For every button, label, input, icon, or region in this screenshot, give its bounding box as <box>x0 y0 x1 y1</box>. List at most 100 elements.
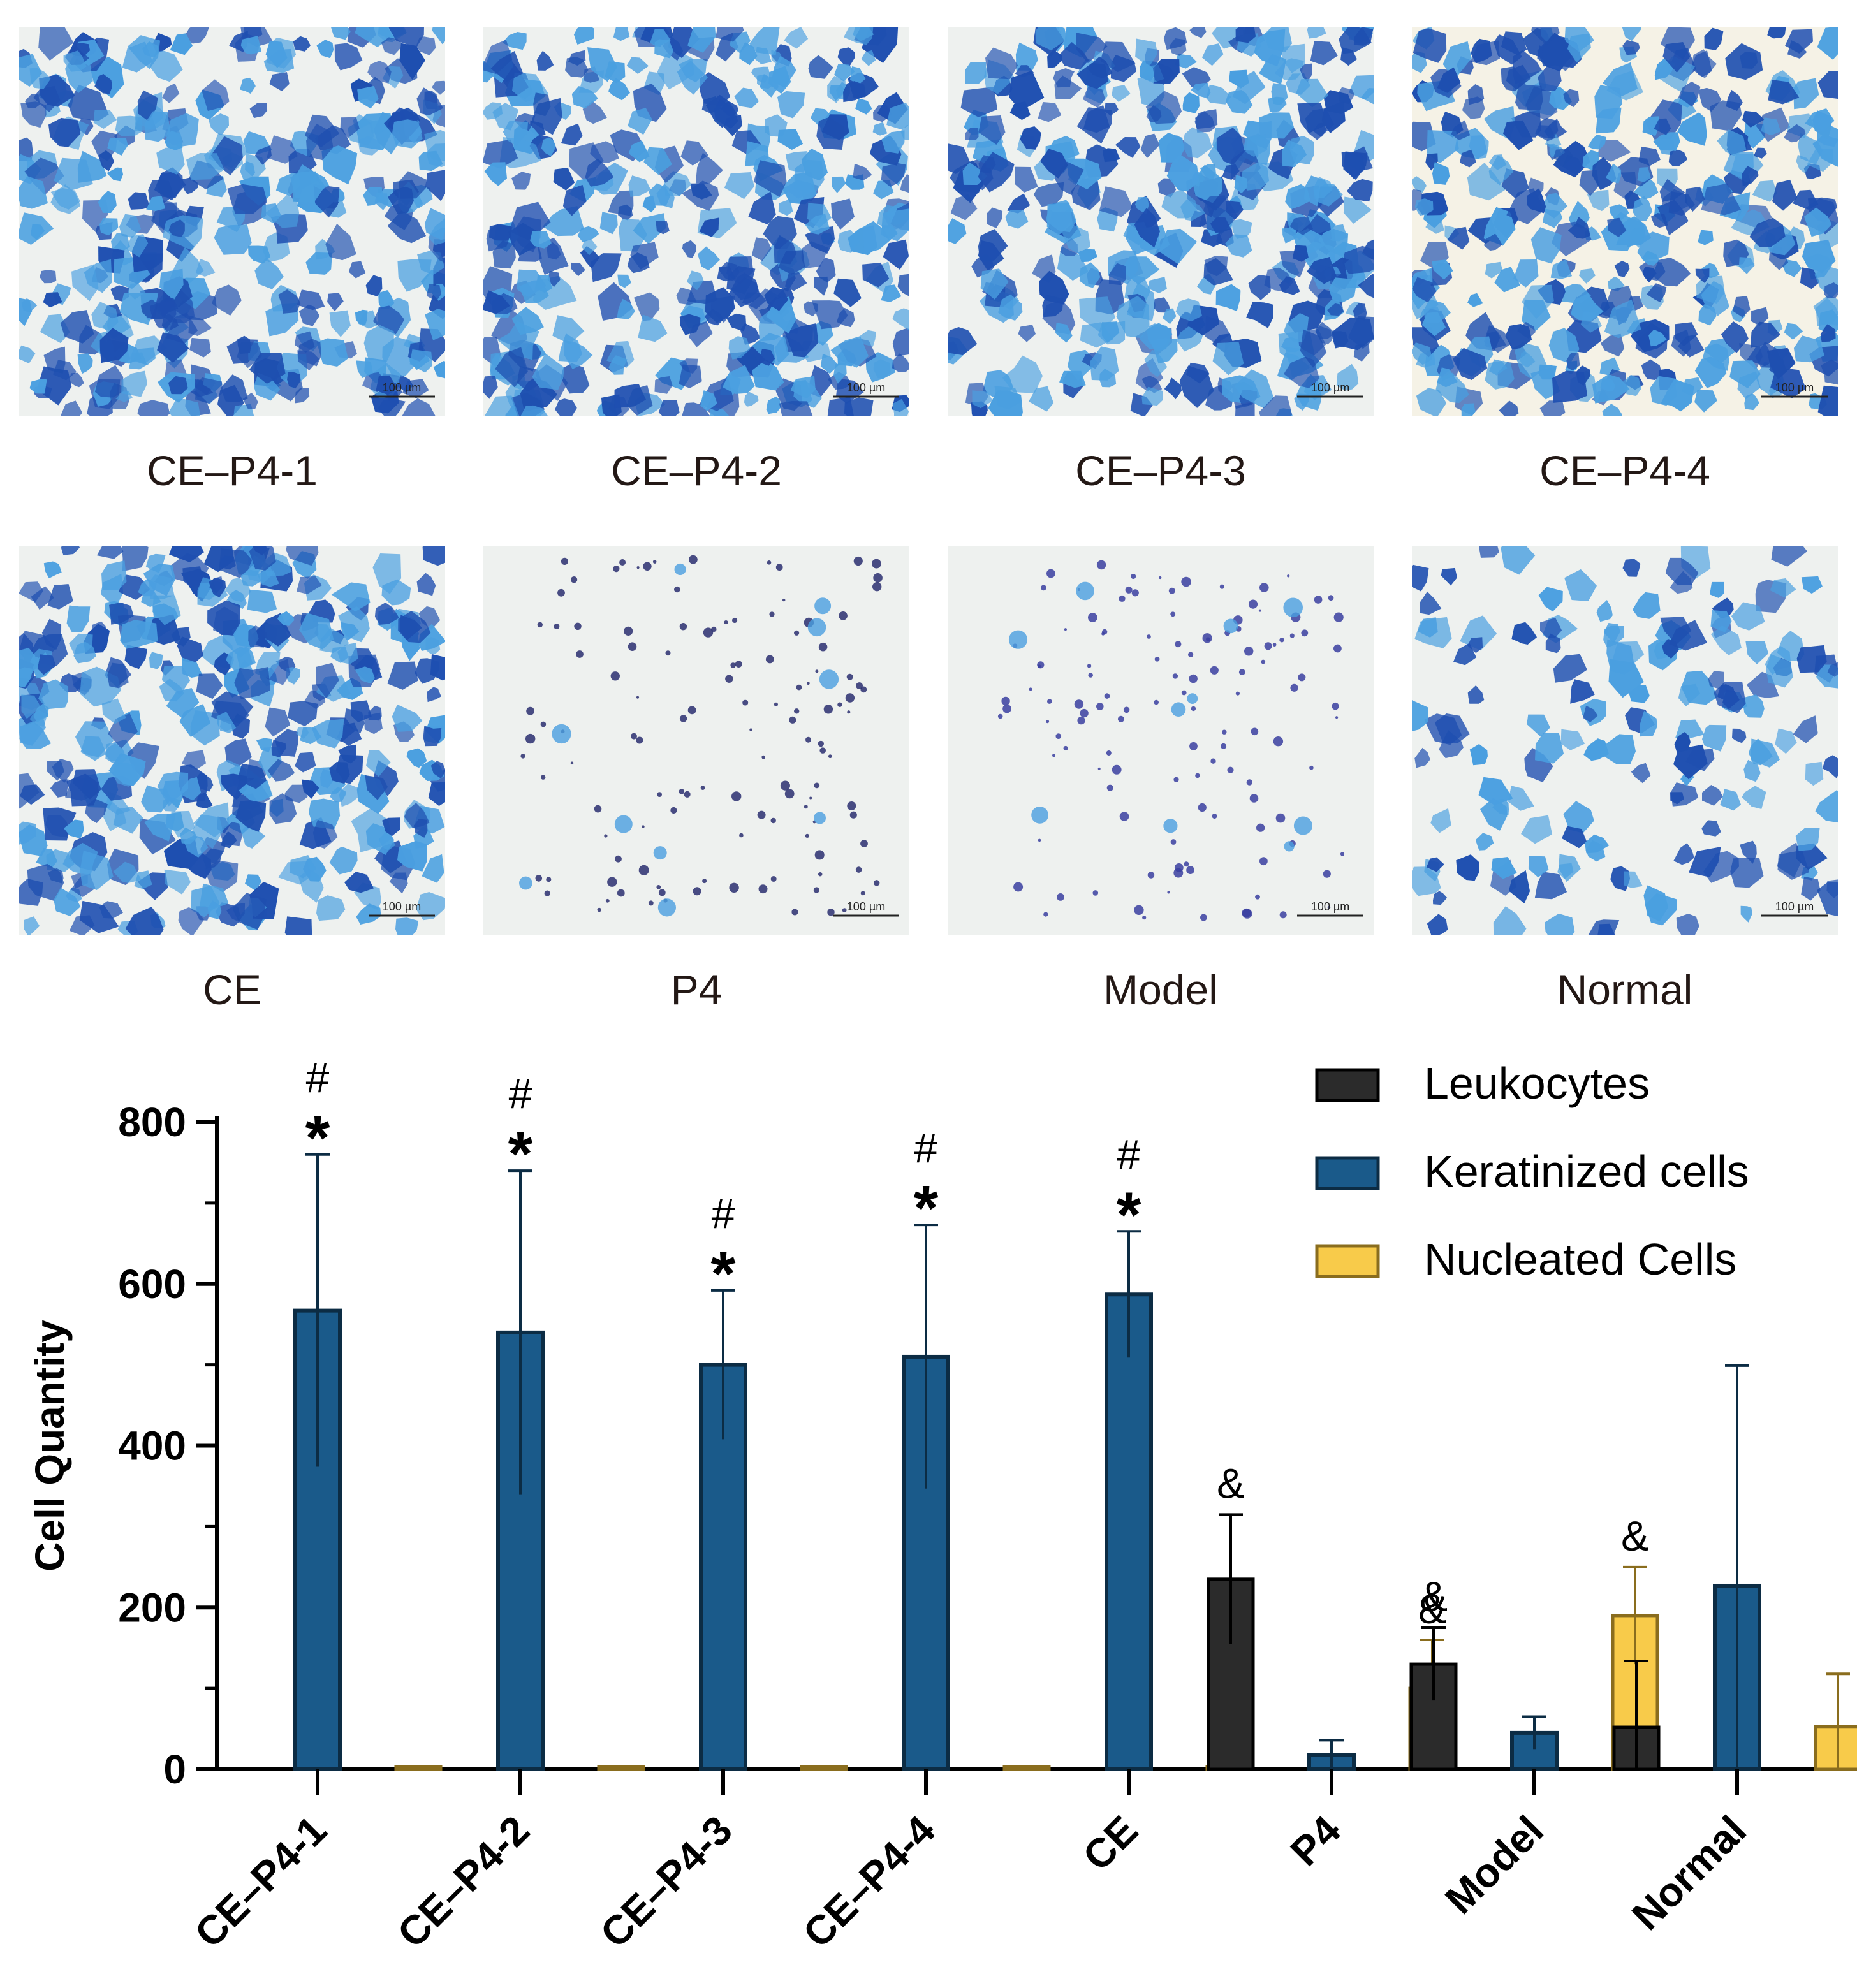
cell-blob <box>853 163 872 180</box>
cell-blob <box>1140 133 1160 158</box>
cell-blob <box>1437 67 1461 93</box>
cell-dot <box>1117 715 1124 722</box>
cell-blob <box>338 744 357 764</box>
cell-dot <box>1333 644 1342 653</box>
cell-blob <box>988 390 1023 416</box>
cell-blob <box>1622 374 1641 397</box>
cell-blob <box>1414 747 1430 768</box>
cell-blob <box>69 372 84 388</box>
cell-blob <box>19 581 43 603</box>
cell-blob <box>1596 600 1613 622</box>
cell-blob <box>107 138 128 156</box>
cell-dot <box>828 754 832 759</box>
cell-blob <box>816 117 844 150</box>
cell-dot <box>1170 611 1176 617</box>
cell-dot <box>1057 893 1064 901</box>
bar-keratinized-cells <box>1105 1292 1153 1771</box>
cell-blob <box>1740 905 1752 923</box>
cell-blob <box>1453 347 1488 380</box>
cell-dot <box>805 833 809 838</box>
cell-dot <box>687 706 696 715</box>
cell-blob <box>80 736 106 761</box>
cell-blob <box>1538 587 1563 612</box>
cell-blob <box>1229 69 1249 89</box>
cell-blob <box>1503 120 1534 150</box>
cell-dot <box>1328 595 1334 601</box>
cell-blob <box>126 234 149 258</box>
cell-blob <box>47 868 64 884</box>
cell-dot <box>1119 595 1126 602</box>
cell-blob <box>1674 732 1691 753</box>
significance-mark: & <box>1621 1512 1649 1560</box>
cell-blob <box>948 327 978 356</box>
cell-blob <box>1420 591 1442 615</box>
cell-blob <box>1817 385 1838 416</box>
cell-blob <box>1801 876 1821 901</box>
micrograph-ce-p4-1: 100 µm <box>19 27 445 416</box>
cell-blob <box>1053 68 1075 88</box>
cell-dot <box>1173 777 1179 782</box>
panel-label: Model <box>1103 966 1218 1013</box>
cell-blob <box>145 553 166 573</box>
cell-blob <box>634 292 660 321</box>
legend-swatch <box>1315 1068 1380 1102</box>
cell-blob <box>164 869 191 895</box>
cell-dot <box>535 875 543 882</box>
cell-dot <box>770 817 776 824</box>
cell-blob <box>1426 857 1444 872</box>
cell-blob <box>1284 313 1309 342</box>
cell-blob <box>304 690 326 710</box>
cell-blob <box>1521 815 1553 844</box>
cell-blob <box>424 129 445 161</box>
cell-blob <box>1654 118 1671 135</box>
bar-nucleated-cells <box>1002 1765 1051 1771</box>
cell-blob <box>1047 49 1062 68</box>
cell-blob <box>363 325 394 362</box>
cell-blob <box>1154 297 1171 313</box>
cell-blob <box>1732 728 1747 743</box>
cell-blob <box>495 347 528 388</box>
cell-dot <box>615 855 622 863</box>
cell-blob <box>63 50 87 72</box>
cell-blob <box>113 861 142 883</box>
cell-blob <box>133 347 156 365</box>
scale-bar-label: 100 µm <box>383 900 421 913</box>
cell-blob <box>1694 356 1727 388</box>
cell-dot <box>1290 683 1298 692</box>
cell-blob <box>168 399 200 416</box>
cell-blob <box>561 123 583 146</box>
cell-dot <box>1125 586 1133 594</box>
cell-blob <box>144 814 176 842</box>
cell-blob <box>356 360 373 378</box>
cell-dot <box>796 684 802 691</box>
cell-blob <box>1488 155 1514 186</box>
cell-blob <box>1141 376 1163 393</box>
cell-blob <box>834 64 855 82</box>
cell-blob <box>807 618 826 637</box>
cell-blob <box>511 307 544 335</box>
cell-blob <box>1427 914 1448 935</box>
cell-blob <box>892 328 909 357</box>
cell-dot <box>574 622 582 630</box>
cell-blob <box>1817 71 1838 99</box>
cell-blob <box>277 611 295 626</box>
cell-blob <box>301 779 319 799</box>
cell-blob <box>1768 80 1800 105</box>
cell-blob <box>297 576 322 594</box>
cell-blob <box>628 108 652 135</box>
cell-blob <box>1145 91 1182 124</box>
micrograph-ce: 100 µm <box>19 546 445 935</box>
cell-blob <box>1744 393 1759 411</box>
cell-blob <box>253 372 281 401</box>
cell-blob <box>716 27 744 42</box>
cell-blob <box>978 240 1004 271</box>
cell-blob <box>862 221 891 254</box>
cell-blob <box>577 226 599 242</box>
cell-blob <box>1802 240 1836 274</box>
cell-blob <box>483 376 498 399</box>
cell-blob <box>423 726 442 747</box>
cell-dot <box>1335 716 1339 719</box>
cell-blob <box>52 759 74 783</box>
bar-nucleated-cells <box>597 1765 645 1771</box>
cell-blob <box>1596 107 1622 134</box>
